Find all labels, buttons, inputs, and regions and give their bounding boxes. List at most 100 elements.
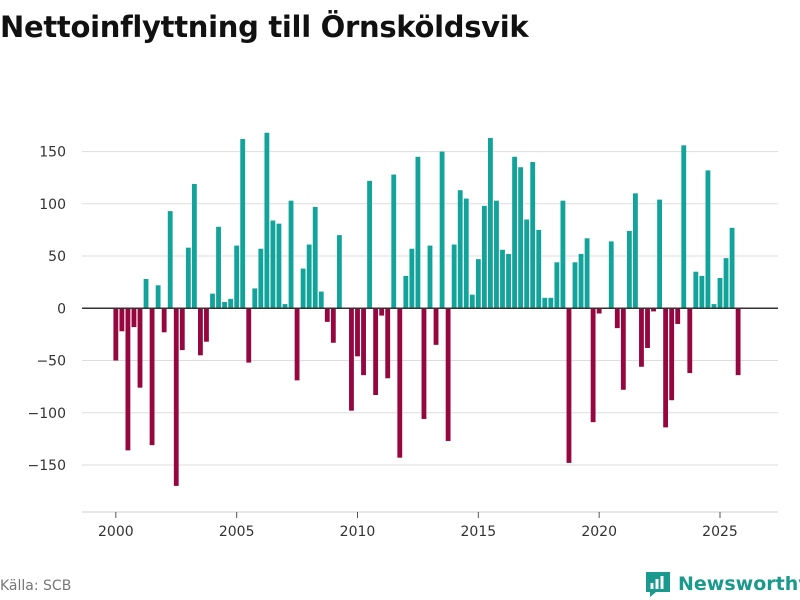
bar[interactable]: [397, 308, 403, 458]
bar[interactable]: [191, 183, 197, 309]
bar[interactable]: [173, 308, 179, 486]
bar[interactable]: [687, 308, 693, 374]
bar[interactable]: [349, 308, 354, 411]
bar[interactable]: [536, 229, 542, 309]
bar[interactable]: [451, 244, 457, 309]
bar[interactable]: [137, 308, 143, 388]
bar[interactable]: [481, 205, 487, 309]
bar[interactable]: [500, 249, 505, 309]
bar[interactable]: [729, 227, 735, 309]
bar[interactable]: [330, 308, 336, 343]
bar[interactable]: [445, 308, 451, 441]
bar[interactable]: [403, 275, 409, 309]
bar[interactable]: [524, 219, 530, 309]
bar[interactable]: [149, 308, 155, 446]
bar[interactable]: [324, 308, 330, 322]
bar[interactable]: [336, 235, 342, 309]
bar[interactable]: [385, 308, 391, 379]
bar[interactable]: [228, 298, 234, 309]
bar[interactable]: [125, 308, 131, 451]
bar[interactable]: [276, 223, 282, 309]
bar[interactable]: [566, 308, 572, 463]
bar[interactable]: [469, 294, 475, 309]
bar[interactable]: [681, 145, 687, 309]
bar[interactable]: [633, 193, 638, 309]
bar[interactable]: [584, 238, 590, 309]
bar[interactable]: [234, 245, 240, 309]
bar[interactable]: [294, 308, 300, 381]
bar[interactable]: [457, 190, 463, 309]
bar[interactable]: [494, 200, 499, 309]
bar[interactable]: [488, 137, 493, 309]
bar[interactable]: [306, 244, 312, 309]
bar[interactable]: [421, 308, 427, 420]
bar[interactable]: [463, 198, 469, 309]
bar[interactable]: [560, 200, 566, 309]
bar[interactable]: [639, 308, 644, 367]
bar[interactable]: [542, 297, 548, 309]
bar[interactable]: [312, 206, 318, 309]
bar[interactable]: [506, 253, 511, 309]
bar[interactable]: [210, 293, 215, 309]
bar[interactable]: [439, 151, 445, 309]
bar[interactable]: [427, 245, 433, 309]
bar[interactable]: [415, 156, 421, 309]
bar[interactable]: [596, 308, 602, 314]
bar[interactable]: [367, 180, 372, 309]
bar[interactable]: [246, 308, 252, 363]
bar[interactable]: [204, 308, 209, 342]
bar[interactable]: [355, 308, 360, 357]
bar[interactable]: [554, 262, 560, 309]
bar[interactable]: [155, 285, 161, 309]
bar[interactable]: [530, 162, 536, 309]
bar[interactable]: [222, 302, 227, 309]
bar[interactable]: [185, 247, 191, 309]
bar[interactable]: [518, 167, 524, 309]
bar[interactable]: [675, 308, 681, 324]
brand-logo[interactable]: Newsworthy: [644, 570, 800, 598]
bar[interactable]: [614, 308, 620, 329]
bar[interactable]: [318, 291, 324, 309]
bar[interactable]: [258, 248, 264, 309]
bar[interactable]: [548, 297, 554, 309]
bar[interactable]: [179, 308, 185, 351]
bar[interactable]: [216, 226, 221, 309]
bar[interactable]: [578, 253, 584, 309]
bar[interactable]: [131, 308, 137, 328]
bar[interactable]: [735, 308, 741, 376]
bar[interactable]: [699, 275, 705, 309]
bar[interactable]: [391, 174, 397, 309]
bar[interactable]: [409, 248, 415, 309]
bar[interactable]: [608, 241, 614, 309]
bar[interactable]: [161, 308, 167, 333]
bar[interactable]: [361, 308, 366, 376]
bar[interactable]: [119, 308, 125, 332]
bar[interactable]: [113, 308, 119, 361]
bar[interactable]: [512, 156, 517, 309]
bar[interactable]: [693, 271, 699, 309]
bar[interactable]: [300, 268, 306, 309]
bar[interactable]: [711, 304, 717, 309]
bar[interactable]: [651, 308, 656, 312]
bar[interactable]: [620, 308, 626, 390]
bar[interactable]: [645, 308, 650, 348]
bar[interactable]: [252, 288, 258, 309]
bar[interactable]: [143, 279, 149, 309]
bar[interactable]: [657, 199, 662, 309]
bar[interactable]: [167, 211, 173, 309]
bar[interactable]: [669, 308, 675, 401]
bar[interactable]: [663, 308, 669, 428]
bar[interactable]: [717, 277, 723, 309]
bar[interactable]: [270, 220, 276, 309]
bar[interactable]: [379, 308, 385, 316]
bar[interactable]: [240, 139, 246, 309]
bar[interactable]: [198, 308, 203, 356]
bar[interactable]: [572, 262, 578, 309]
bar[interactable]: [705, 170, 711, 309]
bar[interactable]: [373, 308, 379, 395]
bar[interactable]: [282, 304, 288, 309]
bar[interactable]: [433, 308, 439, 345]
bar[interactable]: [590, 308, 596, 423]
bar[interactable]: [475, 259, 481, 309]
bar[interactable]: [288, 200, 294, 309]
